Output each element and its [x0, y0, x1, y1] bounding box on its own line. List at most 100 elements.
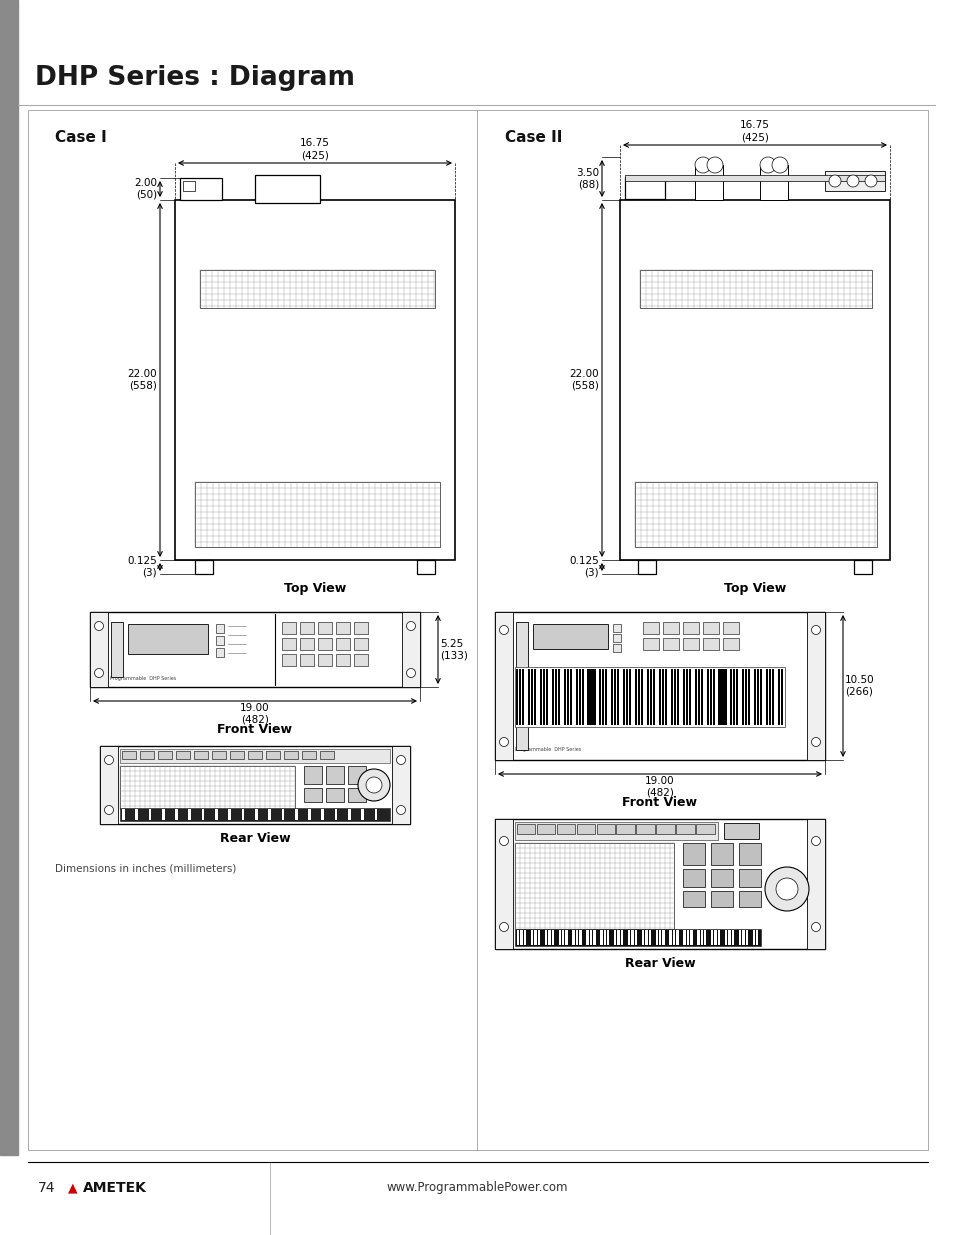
Bar: [760, 165, 787, 200]
Bar: [28, 110, 927, 1150]
Bar: [317, 638, 332, 650]
Text: Programmable  DHP Series: Programmable DHP Series: [515, 747, 580, 752]
Bar: [565, 930, 567, 945]
Bar: [682, 844, 704, 864]
Text: 16.75
(425): 16.75 (425): [740, 120, 769, 142]
Text: Rear View: Rear View: [219, 832, 290, 845]
Bar: [617, 669, 618, 725]
Text: 0.125
(3): 0.125 (3): [569, 556, 598, 578]
Bar: [593, 930, 595, 945]
Bar: [634, 930, 637, 945]
Bar: [606, 930, 609, 945]
Bar: [806, 819, 824, 948]
Bar: [700, 669, 702, 725]
Bar: [518, 669, 520, 725]
Bar: [281, 809, 284, 820]
Circle shape: [499, 923, 508, 931]
Bar: [726, 669, 729, 725]
Bar: [715, 669, 717, 725]
Bar: [754, 669, 756, 725]
Bar: [572, 930, 575, 945]
Text: 16.75
(425): 16.75 (425): [300, 138, 330, 161]
Bar: [744, 669, 746, 725]
Text: 0.125
(3): 0.125 (3): [127, 556, 157, 578]
Bar: [638, 669, 639, 725]
Text: 22.00
(558): 22.00 (558): [569, 369, 598, 390]
Bar: [581, 669, 583, 725]
Bar: [625, 669, 628, 725]
Bar: [215, 648, 224, 657]
Text: Programmable  DHP Series: Programmable DHP Series: [110, 676, 176, 680]
Bar: [158, 751, 172, 760]
Text: DHP OUTPUT: DHP OUTPUT: [535, 635, 561, 638]
Bar: [747, 669, 750, 725]
Text: www.ProgrammablePower.com: www.ProgrammablePower.com: [386, 1182, 567, 1194]
Bar: [577, 824, 595, 834]
Bar: [673, 669, 675, 725]
Bar: [560, 669, 562, 725]
Bar: [755, 930, 758, 945]
Bar: [515, 667, 784, 727]
Bar: [731, 930, 734, 945]
Bar: [140, 751, 153, 760]
Bar: [557, 824, 575, 834]
Bar: [325, 788, 343, 802]
Bar: [638, 559, 656, 574]
Circle shape: [760, 157, 775, 173]
Bar: [354, 622, 368, 634]
Bar: [752, 930, 754, 945]
Bar: [539, 669, 541, 725]
Bar: [741, 669, 743, 725]
Bar: [587, 669, 589, 725]
Bar: [649, 669, 652, 725]
Bar: [611, 669, 613, 725]
Bar: [702, 638, 719, 650]
Bar: [601, 669, 604, 725]
Bar: [527, 669, 530, 725]
Bar: [495, 819, 824, 948]
Bar: [90, 613, 108, 687]
Circle shape: [366, 777, 381, 793]
Bar: [648, 930, 650, 945]
Bar: [122, 809, 125, 820]
Bar: [682, 638, 699, 650]
Bar: [100, 746, 118, 824]
Bar: [688, 669, 690, 725]
Bar: [128, 624, 208, 655]
Bar: [662, 622, 679, 634]
Bar: [122, 751, 136, 760]
Bar: [655, 930, 658, 945]
Bar: [268, 809, 271, 820]
Bar: [537, 824, 555, 834]
Bar: [670, 669, 672, 725]
Bar: [659, 930, 660, 945]
Bar: [416, 559, 435, 574]
Bar: [578, 930, 581, 945]
Bar: [781, 669, 782, 725]
Bar: [325, 766, 343, 784]
Bar: [586, 930, 588, 945]
Text: ▲: ▲: [68, 1182, 77, 1194]
Text: Case II: Case II: [504, 130, 561, 144]
Bar: [354, 655, 368, 666]
Bar: [515, 929, 760, 946]
Bar: [685, 669, 687, 725]
Text: 10.50
(266): 10.50 (266): [844, 676, 874, 697]
Text: OUTPUT: OUTPUT: [535, 629, 554, 634]
Bar: [722, 622, 739, 634]
Bar: [599, 930, 602, 945]
Bar: [682, 890, 704, 906]
Bar: [299, 655, 314, 666]
Bar: [215, 624, 224, 634]
Bar: [741, 930, 744, 945]
Circle shape: [846, 175, 858, 186]
Bar: [642, 638, 659, 650]
Bar: [613, 624, 620, 632]
Bar: [620, 930, 622, 945]
Bar: [319, 751, 334, 760]
Bar: [534, 669, 536, 725]
Bar: [679, 669, 681, 725]
Bar: [616, 824, 635, 834]
Bar: [212, 751, 226, 760]
Bar: [282, 638, 295, 650]
